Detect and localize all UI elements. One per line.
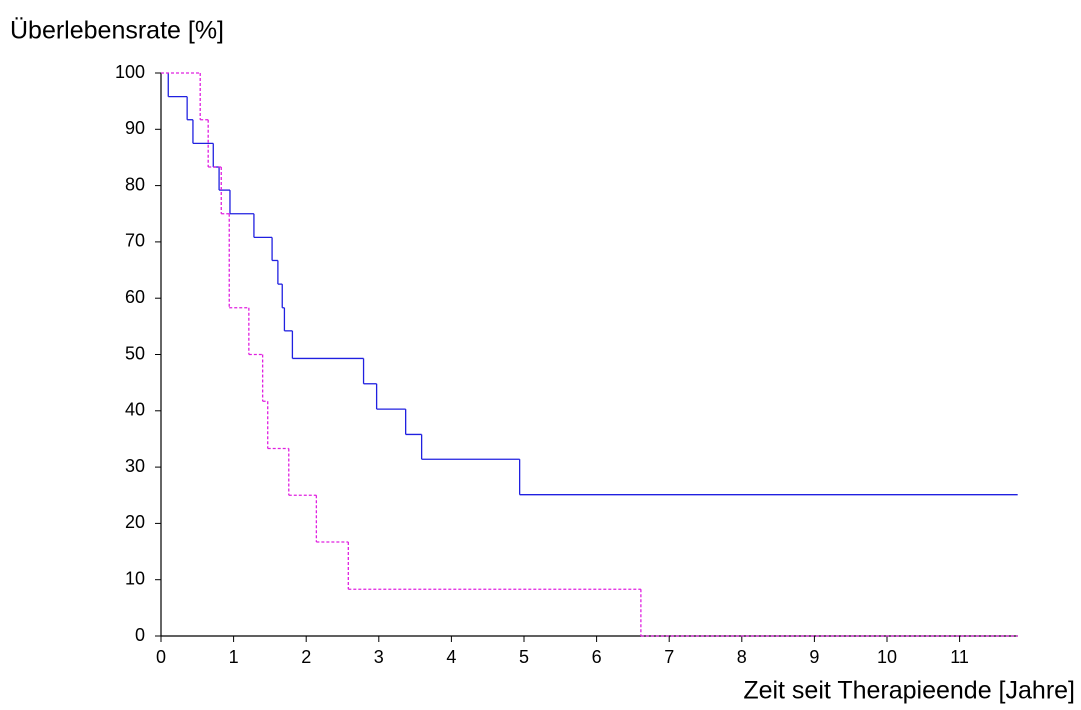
x-tick-label: 0	[156, 647, 166, 667]
x-tick-label: 7	[664, 647, 674, 667]
x-tick-label: 6	[592, 647, 602, 667]
y-tick-label: 0	[135, 625, 145, 645]
y-tick-label: 90	[125, 118, 145, 138]
y-tick-label: 10	[125, 568, 145, 588]
x-tick-label: 5	[519, 647, 529, 667]
x-tick-label: 9	[809, 647, 819, 667]
x-tick-label: 10	[877, 647, 897, 667]
y-tick-label: 20	[125, 512, 145, 532]
y-tick-label: 70	[125, 231, 145, 251]
y-tick-label: 30	[125, 456, 145, 476]
y-tick-label: 80	[125, 174, 145, 194]
x-tick-label: 1	[229, 647, 239, 667]
x-tick-label: 3	[374, 647, 384, 667]
y-tick-label: 100	[115, 62, 145, 82]
y-axis-title: Überlebensrate [%]	[10, 17, 224, 45]
y-tick-label: 60	[125, 287, 145, 307]
y-tick-label: 50	[125, 343, 145, 363]
y-tick-label: 40	[125, 400, 145, 420]
x-tick-label: 8	[737, 647, 747, 667]
x-tick-label: 11	[950, 647, 969, 667]
x-axis-title: Zeit seit Therapieende [Jahre]	[743, 677, 1075, 705]
x-tick-label: 2	[301, 647, 311, 667]
x-tick-label: 4	[446, 647, 456, 667]
